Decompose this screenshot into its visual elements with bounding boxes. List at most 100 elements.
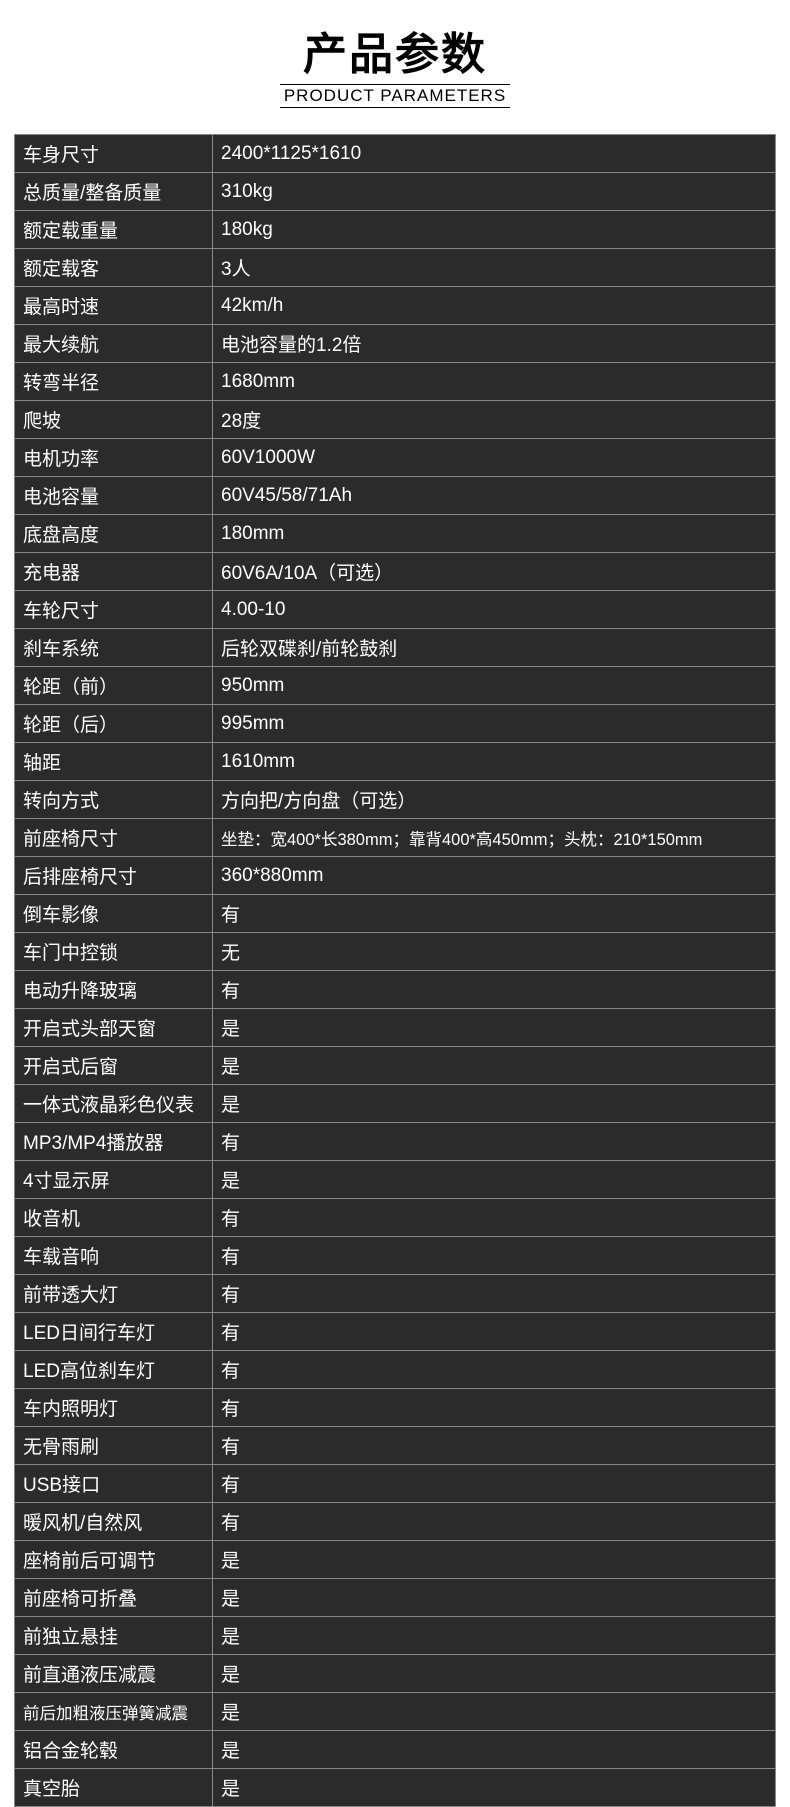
spec-value: 是 [213, 1161, 776, 1199]
spec-value: 42km/h [213, 287, 776, 325]
table-row: 车门中控锁无 [15, 933, 776, 971]
table-row: 电机功率60V1000W [15, 439, 776, 477]
table-row: 轮距（后）995mm [15, 705, 776, 743]
spec-value: 有 [213, 1389, 776, 1427]
spec-value: 310kg [213, 173, 776, 211]
table-row: 底盘高度180mm [15, 515, 776, 553]
spec-value: 是 [213, 1047, 776, 1085]
table-row: 收音机有 [15, 1199, 776, 1237]
table-row: 前后加粗液压弹簧减震是 [15, 1693, 776, 1731]
spec-label: 车门中控锁 [15, 933, 213, 971]
spec-table: 车身尺寸2400*1125*1610总质量/整备质量310kg额定载重量180k… [14, 134, 776, 1807]
spec-table-container: 车身尺寸2400*1125*1610总质量/整备质量310kg额定载重量180k… [14, 134, 776, 1807]
spec-value: 有 [213, 1503, 776, 1541]
spec-label: 额定载客 [15, 249, 213, 287]
spec-label: 开启式后窗 [15, 1047, 213, 1085]
table-row: LED高位刹车灯有 [15, 1351, 776, 1389]
spec-label: 收音机 [15, 1199, 213, 1237]
table-row: 车内照明灯有 [15, 1389, 776, 1427]
table-row: LED日间行车灯有 [15, 1313, 776, 1351]
spec-label: 最高时速 [15, 287, 213, 325]
table-row: 真空胎是 [15, 1769, 776, 1807]
spec-value: 995mm [213, 705, 776, 743]
table-row: 车轮尺寸4.00-10 [15, 591, 776, 629]
table-row: 4寸显示屏是 [15, 1161, 776, 1199]
spec-label: 铝合金轮毂 [15, 1731, 213, 1769]
table-row: 电动升降玻璃有 [15, 971, 776, 1009]
spec-value: 有 [213, 1275, 776, 1313]
spec-value: 有 [213, 1237, 776, 1275]
spec-label: 刹车系统 [15, 629, 213, 667]
spec-value: 是 [213, 1617, 776, 1655]
spec-value: 4.00-10 [213, 591, 776, 629]
table-row: 后排座椅尺寸360*880mm [15, 857, 776, 895]
table-row: 转向方式方向把/方向盘（可选） [15, 781, 776, 819]
title-chinese: 产品参数 [0, 18, 790, 82]
table-row: 车身尺寸2400*1125*1610 [15, 135, 776, 173]
spec-value: 有 [213, 1199, 776, 1237]
spec-label: 座椅前后可调节 [15, 1541, 213, 1579]
spec-label: 轴距 [15, 743, 213, 781]
table-row: 一体式液晶彩色仪表是 [15, 1085, 776, 1123]
spec-label: 暖风机/自然风 [15, 1503, 213, 1541]
spec-label: 车内照明灯 [15, 1389, 213, 1427]
spec-label: LED高位刹车灯 [15, 1351, 213, 1389]
spec-value: 是 [213, 1579, 776, 1617]
table-row: MP3/MP4播放器有 [15, 1123, 776, 1161]
spec-value: 180kg [213, 211, 776, 249]
table-row: 额定载客3人 [15, 249, 776, 287]
spec-label: 转向方式 [15, 781, 213, 819]
table-row: 轮距（前）950mm [15, 667, 776, 705]
spec-value: 60V1000W [213, 439, 776, 477]
spec-value: 方向把/方向盘（可选） [213, 781, 776, 819]
table-row: 总质量/整备质量310kg [15, 173, 776, 211]
spec-value: 坐垫：宽400*长380mm；靠背400*高450mm；头枕：210*150mm [213, 819, 776, 857]
spec-label: 最大续航 [15, 325, 213, 363]
spec-label: 底盘高度 [15, 515, 213, 553]
spec-value: 360*880mm [213, 857, 776, 895]
spec-label: 电动升降玻璃 [15, 971, 213, 1009]
spec-label: 总质量/整备质量 [15, 173, 213, 211]
spec-label: 前直通液压减震 [15, 1655, 213, 1693]
table-row: USB接口有 [15, 1465, 776, 1503]
spec-value: 电池容量的1.2倍 [213, 325, 776, 363]
spec-value: 60V45/58/71Ah [213, 477, 776, 515]
table-row: 充电器60V6A/10A（可选） [15, 553, 776, 591]
table-row: 倒车影像有 [15, 895, 776, 933]
spec-label: 电机功率 [15, 439, 213, 477]
spec-value: 是 [213, 1769, 776, 1807]
table-row: 开启式头部天窗是 [15, 1009, 776, 1047]
spec-label: 车身尺寸 [15, 135, 213, 173]
spec-label: 前独立悬挂 [15, 1617, 213, 1655]
table-row: 前独立悬挂是 [15, 1617, 776, 1655]
spec-value: 是 [213, 1085, 776, 1123]
title-english: PRODUCT PARAMETERS [280, 84, 510, 108]
table-row: 最大续航电池容量的1.2倍 [15, 325, 776, 363]
table-row: 刹车系统后轮双碟刹/前轮鼓刹 [15, 629, 776, 667]
table-row: 额定载重量180kg [15, 211, 776, 249]
table-row: 转弯半径1680mm [15, 363, 776, 401]
spec-label: 一体式液晶彩色仪表 [15, 1085, 213, 1123]
spec-value: 28度 [213, 401, 776, 439]
spec-label: 车轮尺寸 [15, 591, 213, 629]
spec-label: 轮距（后） [15, 705, 213, 743]
spec-value: 后轮双碟刹/前轮鼓刹 [213, 629, 776, 667]
spec-label: 额定载重量 [15, 211, 213, 249]
table-row: 前直通液压减震是 [15, 1655, 776, 1693]
spec-value: 是 [213, 1009, 776, 1047]
spec-label: 前带透大灯 [15, 1275, 213, 1313]
table-row: 开启式后窗是 [15, 1047, 776, 1085]
spec-value: 有 [213, 1123, 776, 1161]
spec-value: 有 [213, 971, 776, 1009]
spec-value: 无 [213, 933, 776, 971]
spec-label: 充电器 [15, 553, 213, 591]
spec-label: 前座椅尺寸 [15, 819, 213, 857]
spec-label: LED日间行车灯 [15, 1313, 213, 1351]
table-row: 铝合金轮毂是 [15, 1731, 776, 1769]
spec-value: 1610mm [213, 743, 776, 781]
spec-value: 3人 [213, 249, 776, 287]
spec-value: 是 [213, 1541, 776, 1579]
table-row: 暖风机/自然风有 [15, 1503, 776, 1541]
spec-label: 无骨雨刷 [15, 1427, 213, 1465]
spec-value: 有 [213, 1351, 776, 1389]
